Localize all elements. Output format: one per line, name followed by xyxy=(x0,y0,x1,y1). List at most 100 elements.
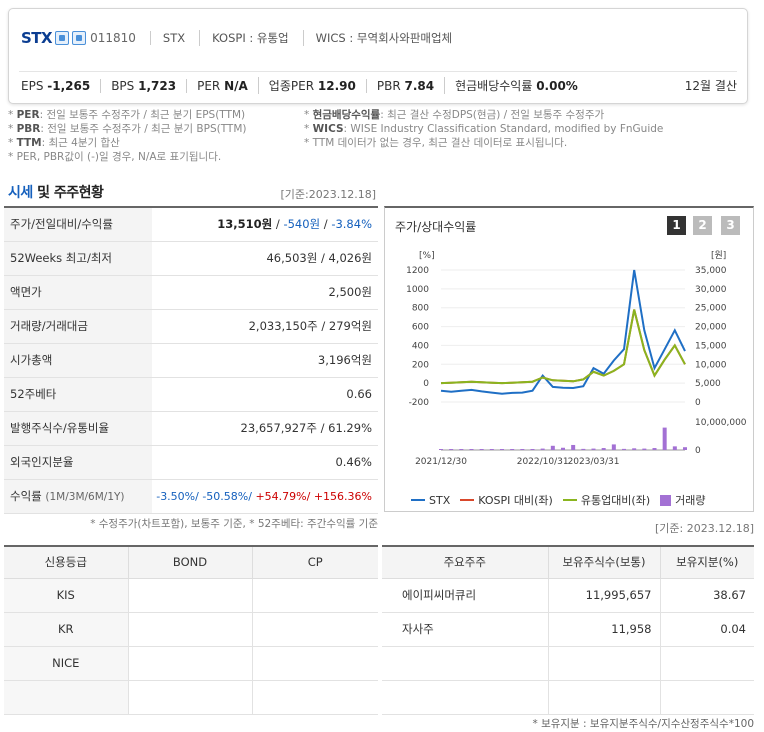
x-tick-label: 2022/10/31 xyxy=(517,457,569,467)
volume-bar xyxy=(571,444,576,450)
holder-shares: 11,958 xyxy=(547,612,660,647)
table-row: 52Weeks 최고/최저 46,503원 / 4,026원 xyxy=(4,241,378,275)
row-label: 거래량/거래대금 xyxy=(4,309,152,343)
right-tick-label: 35,000 xyxy=(695,266,727,276)
stat-row: EPS -1,265 BPS 1,723 PER N/A 업종PER 12.90… xyxy=(21,77,588,94)
note-dividend: * 현금배당수익률: 최근 결산 수정DPS(현금) / 전일 보통주 수정주가 xyxy=(304,109,605,121)
table-row: 시가총액 3,196억원 xyxy=(4,343,378,377)
holder-shares xyxy=(547,680,660,715)
volume-bar xyxy=(479,449,484,450)
row-label: 액면가 xyxy=(4,275,152,309)
row-value: 46,503원 / 4,026원 xyxy=(266,251,372,265)
chart-tab-1[interactable]: 1 xyxy=(667,216,686,235)
left-unit-label: [%] xyxy=(419,251,435,261)
table-row xyxy=(382,646,754,681)
legend-stx[interactable]: STX xyxy=(411,494,450,507)
chart-tab-2[interactable]: 2 xyxy=(693,216,712,235)
left-tick-label: 800 xyxy=(412,304,429,314)
volume-bar xyxy=(530,449,535,450)
table-header: 신용등급 BOND CP xyxy=(4,546,378,579)
return-values: -3.50%/ -50.58%/ +54.79%/ +156.36% xyxy=(156,489,372,503)
holder-name xyxy=(382,646,548,681)
stat-dividend-yield: 현금배당수익률 0.00% xyxy=(444,77,588,94)
row-label: 외국인지분율 xyxy=(4,445,152,479)
table-row: 거래량/거래대금 2,033,150주 / 279억원 xyxy=(4,309,378,343)
stat-eps: EPS -1,265 xyxy=(21,78,91,93)
holder-pct: 0.04 xyxy=(659,612,754,647)
stat-sector-per: 업종PER 12.90 xyxy=(257,77,366,94)
sector-line xyxy=(440,309,686,385)
volume-bar xyxy=(439,449,443,450)
legend-sector[interactable]: 유통업대비(좌) xyxy=(562,492,650,508)
fiscal-month: 12월 결산 xyxy=(684,79,737,93)
holder-name: 에이피씨머큐리 xyxy=(382,578,548,613)
table-row: 외국인지분율 0.46% xyxy=(4,445,378,479)
company-code: 011810 xyxy=(90,31,136,45)
right-tick-label: 20,000 xyxy=(695,323,727,333)
volume-bar xyxy=(601,448,606,450)
holder-pct xyxy=(659,680,754,715)
home-icon[interactable] xyxy=(55,31,70,45)
chart-tab-3[interactable]: 3 xyxy=(721,216,740,235)
price-change-value: 13,510원 / -540원 / -3.84% xyxy=(217,217,372,232)
row-value: 2,500원 xyxy=(328,285,372,299)
note-pbr: * PBR: 전일 보통주 수정주가 / 최근 분기 BPS(TTM) xyxy=(8,123,247,135)
legend-volume[interactable]: 거래량 xyxy=(660,492,706,508)
legend-kospi[interactable]: KOSPI 대비(좌) xyxy=(460,492,553,508)
volume-bar xyxy=(622,448,626,450)
ticker: STX xyxy=(149,31,185,45)
note-na: * PER, PBR값이 (-)일 경우, N/A로 표기됩니다. xyxy=(8,151,222,163)
table-row: KR xyxy=(4,612,378,647)
volume-bar xyxy=(581,448,586,450)
stat-pbr: PBR 7.84 xyxy=(365,78,444,93)
table-row: 에이피씨머큐리 11,995,657 38.67 xyxy=(382,578,754,613)
volume-bar xyxy=(449,449,454,450)
volume-bar xyxy=(540,448,545,450)
row-label: 주가/전일대비/수익률 xyxy=(4,207,152,241)
volume-bar xyxy=(672,446,677,450)
right-unit-label: [원] xyxy=(711,250,726,261)
column-header: 보유주식수(보통) xyxy=(547,546,660,579)
ir-icon[interactable] xyxy=(72,31,87,45)
table-row: 수익률 (1M/3M/6M/1Y) -3.50%/ -50.58%/ +54.7… xyxy=(4,479,378,513)
agency-name: KR xyxy=(4,612,128,647)
volume-bar xyxy=(550,445,555,450)
holder-shares xyxy=(547,646,660,681)
row-value: 23,657,927주 / 61.29% xyxy=(240,421,372,435)
market-sector: KOSPI : 유통업 xyxy=(199,30,289,46)
right-tick-label: 0 xyxy=(695,398,701,408)
note-per: * PER: 전일 보통주 수정주가 / 최근 분기 EPS(TTM) xyxy=(8,109,246,121)
table-row: NICE xyxy=(4,646,378,681)
note-wics: * WICS: WISE Industry Classification Sta… xyxy=(304,123,664,135)
volume-tick-label: 0 xyxy=(695,446,701,456)
row-label: 발행주식수/유통비율 xyxy=(4,411,152,445)
holders-date: [기준: 2023.12.18] xyxy=(654,522,754,535)
volume-bar xyxy=(662,427,667,450)
volume-bar xyxy=(642,448,647,450)
volume-bar xyxy=(611,444,616,450)
table-row: 발행주식수/유통비율 23,657,927주 / 61.29% xyxy=(4,411,378,445)
row-label: 52주베타 xyxy=(4,377,152,411)
table-row: KIS xyxy=(4,578,378,613)
table-row: 52주베타 0.66 xyxy=(4,377,378,411)
price-chart: [%] [원] 1200 1000 800 600 400 200 0 -200 35,000 30,… xyxy=(406,250,747,467)
company-name[interactable]: STX xyxy=(21,29,53,47)
right-tick-label: 30,000 xyxy=(695,285,727,295)
stx-line xyxy=(440,269,686,395)
volume-bar xyxy=(500,449,504,450)
row-value: 2,033,150주 / 279억원 xyxy=(248,319,372,333)
right-tick-label: 25,000 xyxy=(695,304,727,314)
volume-bar xyxy=(469,449,474,450)
volume-tick-label: 10,000,000 xyxy=(695,418,747,428)
right-tick-label: 15,000 xyxy=(695,341,727,351)
column-header: 보유지분(%) xyxy=(659,546,754,579)
left-tick-label: 600 xyxy=(412,323,429,333)
chart-legend: STX KOSPI 대비(좌) 유통업대비(좌) 거래량 xyxy=(411,492,716,508)
row-value: 0.66 xyxy=(346,387,372,401)
holder-name: 자사주 xyxy=(382,612,548,647)
table-row: 주가/전일대비/수익률 13,510원 / -540원 / -3.84% xyxy=(4,207,378,241)
company-header: STX 011810 STX KOSPI : 유통업 WICS : 무역회사와판… xyxy=(8,8,748,104)
note-ttm: * TTM: 최근 4분기 합산 xyxy=(8,137,120,149)
volume-bar xyxy=(632,448,637,450)
volume-bar xyxy=(459,449,464,450)
